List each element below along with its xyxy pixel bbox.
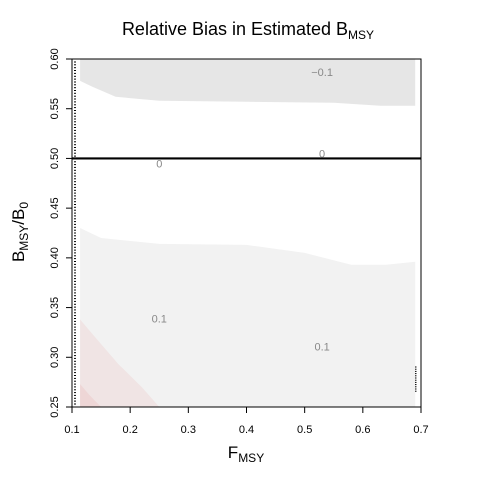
y-tick-label: 0.35 — [49, 297, 61, 318]
contour-labels: −0.1 0 0 0.1 0.1 — [152, 67, 333, 353]
x-tick-label: 0.1 — [64, 424, 79, 436]
contour-label-3: 0.1 — [152, 314, 167, 326]
x-tick-label: 0.7 — [413, 424, 428, 436]
y-tick-label: 0.55 — [49, 98, 61, 119]
x-tick-label: 0.5 — [297, 424, 312, 436]
x-tick-label: 0.4 — [239, 424, 254, 436]
chart-title: Relative Bias in Estimated BMSY — [122, 19, 374, 42]
rug-marks — [74, 61, 417, 405]
y-tick-label: 0.30 — [49, 347, 61, 368]
contour-region-0 — [80, 59, 416, 106]
contour-region-1 — [80, 228, 416, 407]
x-axis: 0.1 0.2 0.3 0.4 0.5 0.6 0.7 — [64, 407, 429, 436]
contour-label-1: 0 — [156, 158, 162, 170]
contour-label-4: 0.1 — [314, 341, 329, 353]
y-axis: 0.25 0.30 0.35 0.40 0.45 0.50 0.55 0.60 — [49, 48, 72, 418]
x-tick-label: 0.6 — [355, 424, 370, 436]
y-tick-label: 0.40 — [49, 247, 61, 268]
x-tick-label: 0.2 — [123, 424, 138, 436]
plot-area: −0.1 0 0 0.1 0.1 — [71, 58, 422, 408]
x-axis-label: FMSY — [228, 443, 264, 465]
contour-label-0: −0.1 — [311, 67, 333, 79]
x-tick-label: 0.3 — [181, 424, 196, 436]
y-tick-label: 0.60 — [49, 48, 61, 69]
contour-regions — [80, 59, 416, 407]
y-tick-label: 0.25 — [49, 396, 61, 417]
y-tick-label: 0.50 — [49, 148, 61, 169]
y-tick-label: 0.45 — [49, 197, 61, 218]
contour-region-3 — [80, 384, 102, 407]
contour-region-2 — [80, 319, 160, 407]
y-axis-label: BMSY/B0 — [9, 202, 31, 262]
contour-label-2: 0 — [319, 148, 325, 160]
